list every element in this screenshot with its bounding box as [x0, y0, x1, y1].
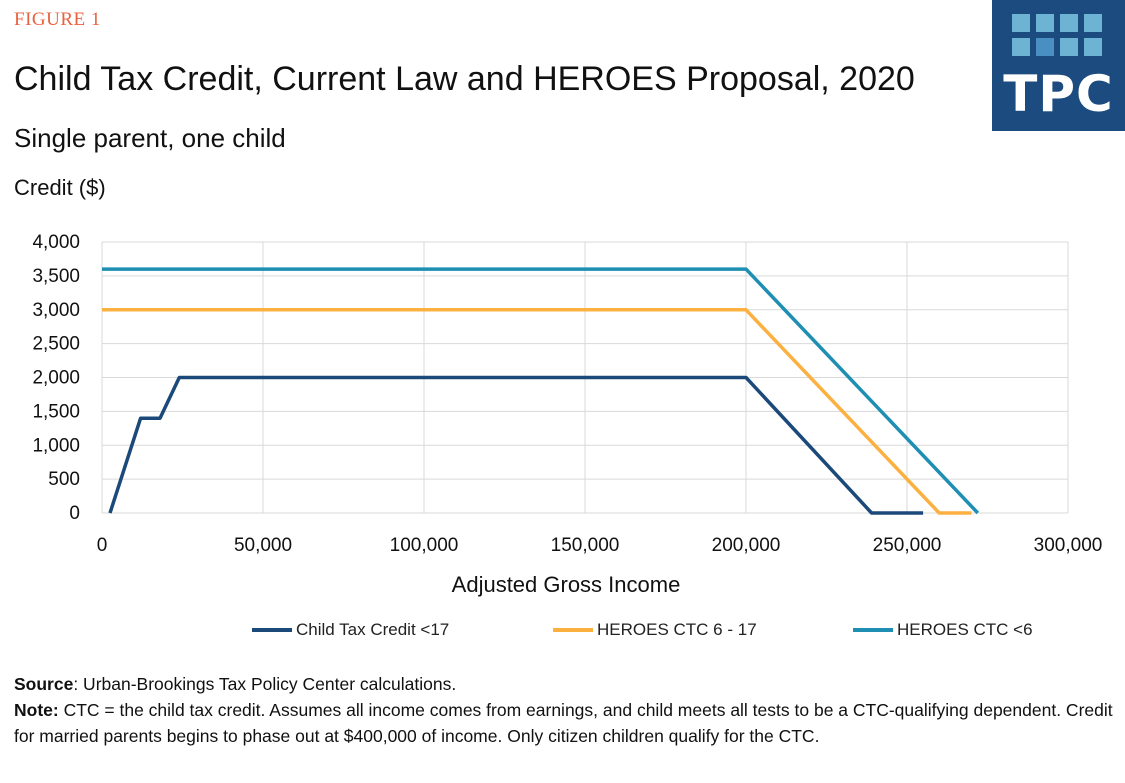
x-tick-label: 200,000: [712, 535, 781, 556]
logo-text: TPC: [1003, 65, 1114, 123]
chart-title: Child Tax Credit, Current Law and HEROES…: [14, 60, 915, 98]
note-label: Note:: [14, 700, 59, 720]
chart-notes: Source: Urban-Brookings Tax Policy Cente…: [14, 671, 1114, 749]
source-line: Source: Urban-Brookings Tax Policy Cente…: [14, 671, 1114, 697]
legend-item-heroes-6-17: HEROES CTC 6 - 17: [553, 620, 757, 640]
x-tick-label: 50,000: [234, 535, 292, 556]
y-tick-label: 2,500: [32, 334, 80, 355]
logo-square: [1012, 38, 1030, 56]
y-tick-label: 1,000: [32, 435, 80, 456]
x-tick-label: 250,000: [873, 535, 942, 556]
legend-item-heroes-under-6: HEROES CTC <6: [853, 620, 1033, 640]
legend-item-ctc: Child Tax Credit <17: [252, 620, 449, 640]
y-tick-label: 1,500: [32, 401, 80, 422]
tpc-logo: TPC: [992, 0, 1125, 131]
note-text: CTC = the child tax credit. Assumes all …: [14, 700, 1113, 746]
y-tick-label: 500: [48, 469, 80, 490]
x-tick-labels: 0 50,000 100,000 150,000 200,000 250,000 300,0…: [97, 535, 1103, 556]
chart-subtitle: Single parent, one child: [14, 123, 286, 153]
legend-swatch: [553, 628, 593, 632]
x-tick-label: 0: [97, 535, 108, 556]
x-axis-label: Adjusted Gross Income: [452, 572, 681, 597]
note-line: Note: CTC = the child tax credit. Assume…: [14, 697, 1114, 749]
figure-label: FIGURE 1: [14, 9, 101, 30]
series-lines: [102, 267, 980, 515]
x-tick-label: 150,000: [551, 535, 620, 556]
series-line-0: [108, 375, 924, 515]
logo-square: [1084, 14, 1102, 32]
y-tick-label: 4,000: [32, 232, 80, 253]
legend-label: HEROES CTC 6 - 17: [597, 620, 757, 639]
line-chart: 05001,0001,5002,0002,5003,0003,5004,000 …: [32, 232, 1103, 597]
legend-swatch: [853, 628, 893, 632]
x-tick-label: 300,000: [1034, 535, 1103, 556]
legend-label: HEROES CTC <6: [897, 620, 1033, 639]
y-axis-label: Credit ($): [14, 175, 106, 200]
y-tick-label: 3,500: [32, 266, 80, 287]
chart-legend: Child Tax Credit <17 HEROES CTC 6 - 17 H…: [0, 620, 1125, 642]
logo-square: [1012, 14, 1030, 32]
source-label: Source: [14, 674, 74, 694]
series-line-2: [102, 267, 980, 515]
logo-square: [1036, 14, 1054, 32]
y-tick-label: 0: [69, 503, 80, 524]
series-line-1: [102, 308, 972, 515]
y-tick-labels: 0 500 1,000 1,500 2,000 2,500 3,000 3,500 4,000: [32, 232, 80, 524]
logo-square: [1060, 14, 1078, 32]
legend-swatch: [252, 628, 292, 632]
logo-square: [1060, 38, 1078, 56]
legend-label: Child Tax Credit <17: [296, 620, 450, 639]
logo-square: [1084, 38, 1102, 56]
y-tick-label: 2,000: [32, 368, 80, 389]
source-text: : Urban-Brookings Tax Policy Center calc…: [73, 674, 457, 694]
logo-square: [1036, 38, 1054, 56]
x-tick-label: 100,000: [390, 535, 459, 556]
y-tick-label: 3,000: [32, 300, 80, 321]
